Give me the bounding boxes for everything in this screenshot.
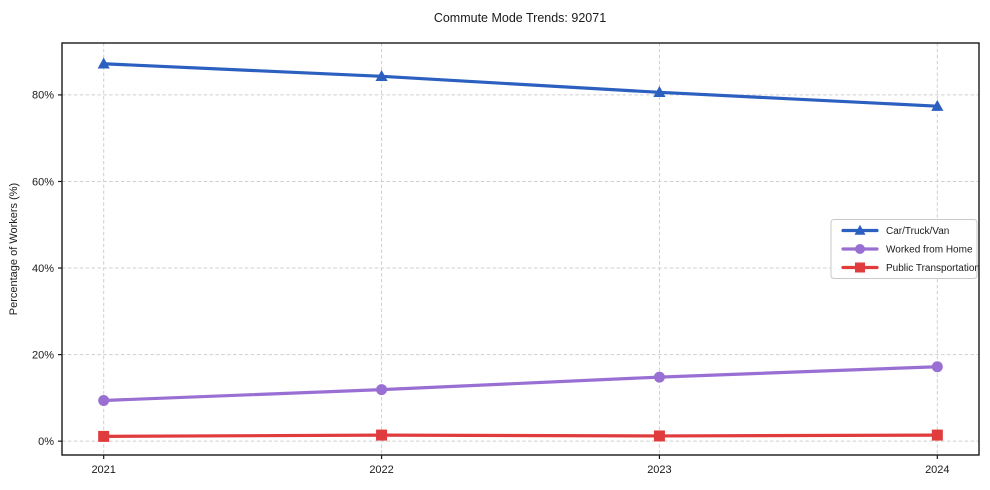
square-marker xyxy=(376,429,388,441)
legend-label: Worked from Home xyxy=(886,245,973,256)
series-line xyxy=(102,365,939,403)
y-tick-label: 80% xyxy=(32,90,54,102)
circle-marker xyxy=(98,394,110,406)
circle-marker xyxy=(855,244,865,254)
x-tick-label: 2024 xyxy=(925,464,949,476)
circle-marker xyxy=(931,361,943,373)
chart-title: Commute Mode Trends: 92071 xyxy=(434,11,606,25)
circle-marker xyxy=(376,384,388,396)
triangle-marker xyxy=(653,86,666,98)
x-tick-label: 2022 xyxy=(369,464,393,476)
x-tick-label: 2021 xyxy=(91,464,115,476)
y-tick-label: 20% xyxy=(32,349,54,361)
x-tick-label: 2023 xyxy=(647,464,671,476)
series-line xyxy=(102,433,939,438)
axis-ticks xyxy=(58,94,938,459)
triangle-marker xyxy=(931,99,944,111)
series-worked-from-home xyxy=(98,361,943,406)
legend-label: Public Transportation xyxy=(886,263,980,274)
y-tick-label: 60% xyxy=(32,176,54,188)
legend-item-car-truck-van: Car/Truck/Van xyxy=(841,224,949,237)
triangle-marker xyxy=(854,224,866,235)
axis-tick-labels: 0% 20% 40% 60% 80% 2021 2022 2023 2024 xyxy=(32,90,950,476)
circle-marker xyxy=(653,371,665,383)
plot-frame xyxy=(61,42,980,456)
triangle-marker xyxy=(97,57,110,69)
y-tick-label: 0% xyxy=(38,436,54,448)
legend-item-worked-from-home: Worked from Home xyxy=(841,244,973,256)
square-marker xyxy=(931,429,943,441)
series-car-truck-van xyxy=(97,57,944,111)
series-lines xyxy=(97,57,944,442)
series-public-transportation xyxy=(98,429,943,442)
square-marker xyxy=(653,430,665,442)
square-marker xyxy=(855,262,865,273)
legend-label: Car/Truck/Van xyxy=(886,226,949,237)
triangle-marker xyxy=(375,69,388,81)
legend-box xyxy=(830,219,978,279)
y-axis-label: Percentage of Workers (%) xyxy=(8,183,20,315)
legend-item-public-transportation: Public Transportation xyxy=(841,262,980,274)
series-line xyxy=(102,62,939,108)
square-marker xyxy=(98,430,110,442)
legend: Car/Truck/Van Worked from Home Public Tran… xyxy=(830,219,980,279)
y-tick-label: 40% xyxy=(32,263,54,275)
